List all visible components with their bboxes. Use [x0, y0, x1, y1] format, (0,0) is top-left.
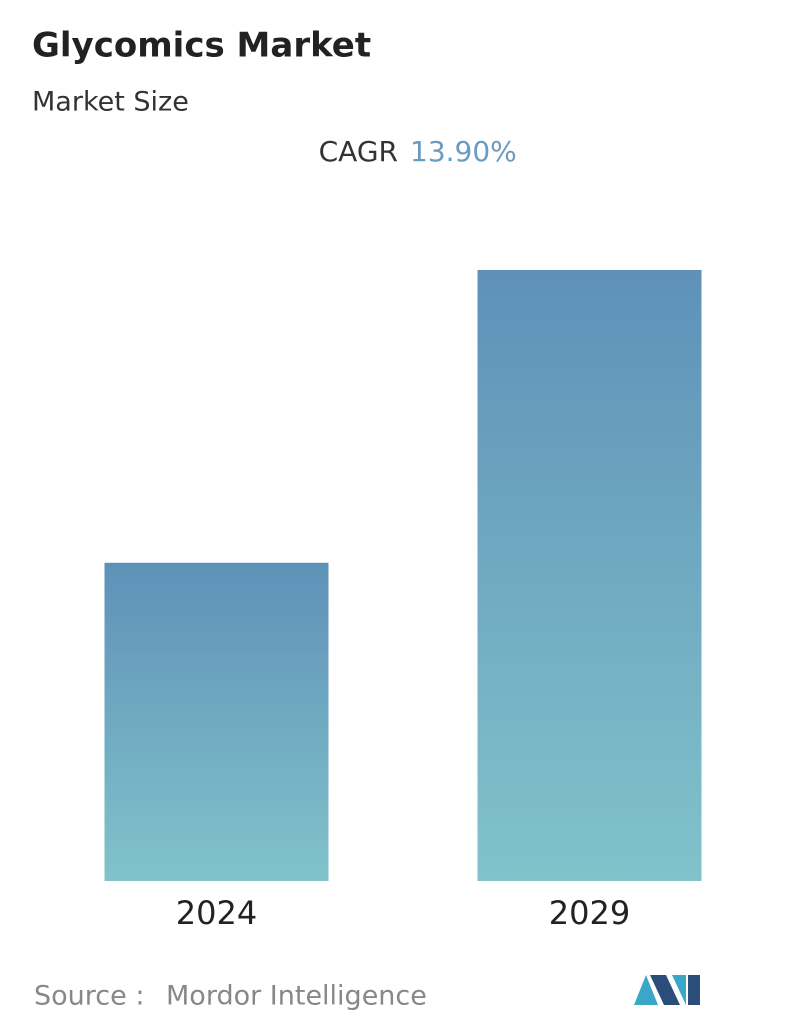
bar — [104, 562, 329, 881]
cagr-label: CAGR — [319, 135, 398, 168]
x-tick-label: 2029 — [549, 894, 630, 932]
source-label: Source : — [34, 981, 144, 1012]
logo — [634, 975, 700, 1005]
source: Mordor Intelligence — [166, 981, 427, 1012]
x-tick-label: 2024 — [176, 894, 257, 932]
cagr-value: 13.90% — [410, 135, 517, 168]
chart-subtitle: Market Size — [32, 87, 189, 118]
bar — [477, 270, 702, 881]
chart-title: Glycomics Market — [32, 26, 371, 66]
